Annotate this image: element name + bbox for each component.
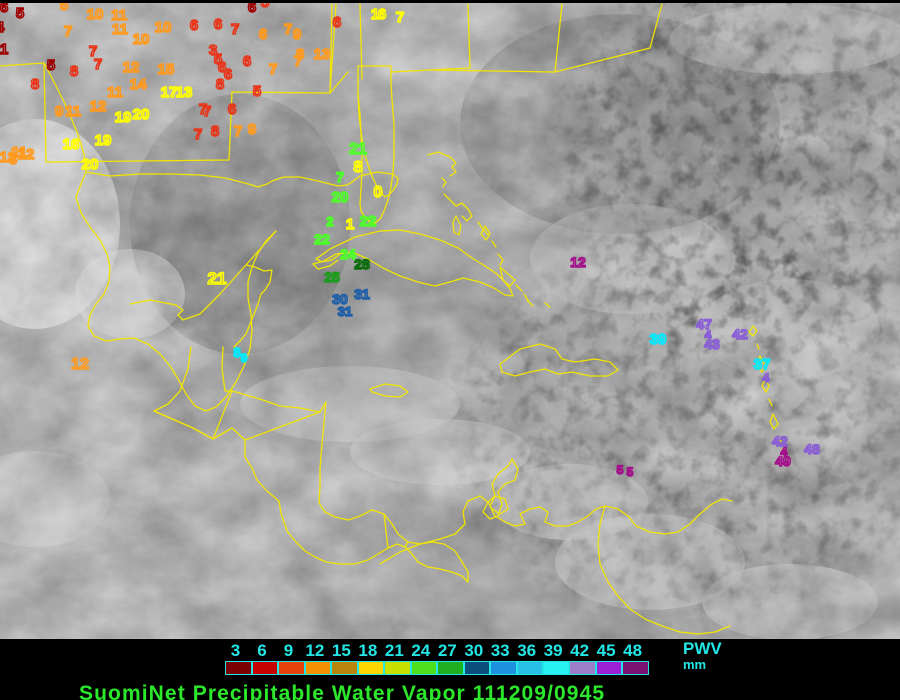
svg-text:31: 31 bbox=[354, 286, 370, 302]
svg-text:13: 13 bbox=[176, 84, 193, 101]
svg-text:20: 20 bbox=[133, 106, 150, 123]
svg-text:8: 8 bbox=[233, 345, 240, 360]
svg-text:19: 19 bbox=[115, 109, 132, 126]
svg-text:6: 6 bbox=[190, 17, 198, 34]
svg-text:7: 7 bbox=[64, 23, 72, 40]
svg-text:10: 10 bbox=[155, 19, 172, 36]
svg-text:6: 6 bbox=[224, 66, 232, 83]
svg-text:9: 9 bbox=[55, 103, 63, 120]
svg-text:8: 8 bbox=[354, 159, 363, 176]
svg-text:10: 10 bbox=[133, 31, 150, 48]
svg-text:22: 22 bbox=[314, 231, 330, 247]
svg-text:4: 4 bbox=[763, 371, 770, 385]
svg-text:12: 12 bbox=[570, 254, 586, 270]
svg-text:12: 12 bbox=[18, 146, 35, 163]
svg-text:4: 4 bbox=[0, 19, 5, 36]
svg-text:5: 5 bbox=[60, 3, 68, 14]
svg-text:15: 15 bbox=[158, 61, 175, 78]
svg-text:7: 7 bbox=[269, 61, 277, 78]
svg-text:5: 5 bbox=[253, 83, 261, 100]
svg-text:28: 28 bbox=[354, 256, 370, 272]
svg-text:21: 21 bbox=[349, 141, 367, 158]
svg-text:14: 14 bbox=[130, 76, 147, 93]
svg-text:43: 43 bbox=[704, 336, 720, 352]
svg-text:5: 5 bbox=[627, 465, 634, 479]
svg-text:6: 6 bbox=[0, 3, 8, 16]
svg-text:11: 11 bbox=[65, 103, 81, 120]
svg-text:9: 9 bbox=[241, 351, 248, 365]
svg-text:0: 0 bbox=[374, 184, 383, 201]
svg-text:9: 9 bbox=[293, 26, 301, 43]
svg-text:39: 39 bbox=[650, 331, 667, 348]
svg-text:10: 10 bbox=[87, 6, 104, 23]
svg-text:12: 12 bbox=[71, 356, 89, 373]
svg-text:12: 12 bbox=[123, 59, 140, 76]
svg-text:7: 7 bbox=[336, 169, 344, 185]
svg-text:1: 1 bbox=[346, 216, 354, 233]
svg-text:5: 5 bbox=[47, 57, 55, 74]
svg-text:6: 6 bbox=[248, 3, 256, 16]
svg-text:6: 6 bbox=[228, 101, 236, 118]
svg-text:11: 11 bbox=[107, 84, 123, 101]
svg-text:8: 8 bbox=[31, 76, 39, 93]
svg-text:20: 20 bbox=[332, 189, 349, 206]
svg-text:2: 2 bbox=[326, 214, 333, 229]
svg-text:20: 20 bbox=[82, 156, 99, 173]
svg-text:5: 5 bbox=[261, 3, 269, 11]
svg-text:5: 5 bbox=[16, 5, 24, 22]
svg-text:9: 9 bbox=[248, 121, 256, 138]
svg-text:7: 7 bbox=[194, 126, 202, 143]
svg-text:31: 31 bbox=[338, 304, 352, 319]
svg-text:21: 21 bbox=[208, 269, 227, 288]
svg-text:8: 8 bbox=[296, 46, 304, 63]
svg-text:8: 8 bbox=[211, 123, 219, 140]
svg-text:3: 3 bbox=[9, 151, 17, 168]
svg-text:6: 6 bbox=[214, 16, 222, 33]
svg-text:7: 7 bbox=[284, 21, 292, 38]
svg-text:7: 7 bbox=[231, 21, 239, 38]
svg-text:7: 7 bbox=[203, 103, 211, 120]
svg-text:5: 5 bbox=[617, 463, 624, 477]
svg-text:8: 8 bbox=[70, 63, 78, 80]
svg-text:7: 7 bbox=[94, 56, 102, 73]
svg-text:25: 25 bbox=[324, 269, 340, 285]
svg-text:6: 6 bbox=[259, 26, 267, 43]
svg-text:6: 6 bbox=[333, 14, 341, 31]
svg-text:42: 42 bbox=[732, 326, 748, 342]
svg-text:22: 22 bbox=[360, 213, 377, 230]
svg-text:6: 6 bbox=[378, 6, 386, 23]
svg-text:13: 13 bbox=[314, 46, 331, 63]
svg-text:16: 16 bbox=[63, 136, 80, 153]
svg-text:49: 49 bbox=[775, 453, 791, 469]
svg-text:7: 7 bbox=[396, 9, 404, 26]
svg-text:48: 48 bbox=[804, 441, 820, 457]
svg-text:19: 19 bbox=[95, 132, 112, 149]
svg-text:12: 12 bbox=[90, 98, 107, 115]
svg-text:1: 1 bbox=[0, 41, 8, 58]
svg-text:7: 7 bbox=[234, 123, 242, 140]
svg-text:6: 6 bbox=[243, 53, 251, 70]
svg-text:11: 11 bbox=[112, 21, 128, 38]
